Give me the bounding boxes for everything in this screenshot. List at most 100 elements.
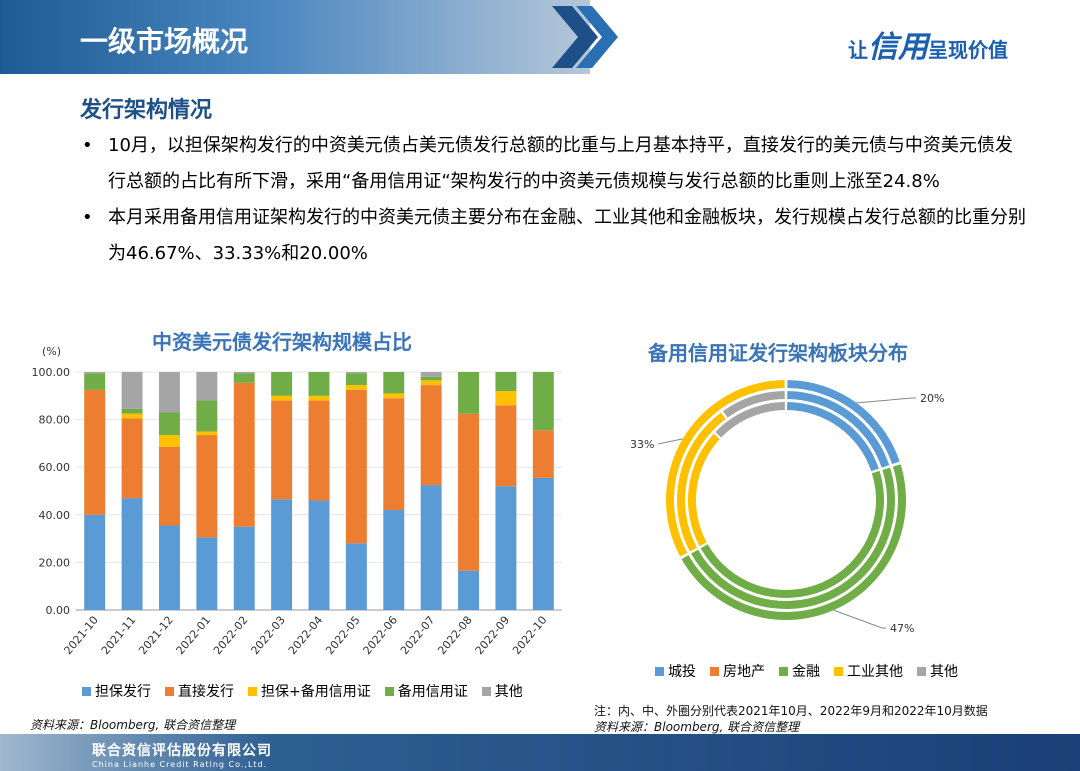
leader-line bbox=[657, 438, 683, 445]
slogan-suffix: 呈现价值 bbox=[928, 38, 1008, 62]
donut-segment bbox=[787, 402, 879, 472]
bar-segment bbox=[420, 385, 442, 486]
bar-segment bbox=[121, 413, 143, 419]
donut-segment bbox=[677, 412, 726, 552]
bar-segment bbox=[84, 372, 106, 374]
bar-segment bbox=[345, 385, 367, 390]
x-tick-label: 2021-12 bbox=[136, 614, 176, 658]
bar-segment bbox=[233, 372, 255, 374]
bar-segment bbox=[308, 372, 330, 396]
bar-segment bbox=[308, 400, 330, 501]
bar-segment bbox=[271, 395, 293, 401]
bar-segment bbox=[532, 430, 554, 478]
slice-percent-label: 20% bbox=[920, 392, 944, 405]
x-tick-label: 2022-04 bbox=[286, 614, 326, 658]
donut-segment bbox=[715, 402, 785, 438]
bar-segment bbox=[271, 400, 293, 500]
page-title: 一级市场概况 bbox=[80, 25, 249, 58]
bar-segment bbox=[345, 543, 367, 610]
bar-segment bbox=[383, 398, 405, 511]
bar-segment bbox=[196, 400, 218, 432]
y-tick-label: 100.00 bbox=[32, 366, 71, 379]
company-logo: 联合资信评估股份有限公司 China Lianhe Credit Rating … bbox=[92, 740, 272, 769]
donut-segment bbox=[688, 433, 720, 547]
company-name-en: China Lianhe Credit Rating Co.,Ltd. bbox=[92, 760, 268, 769]
x-tick-label: 2022-03 bbox=[248, 614, 288, 658]
legend-item: 直接发行 bbox=[165, 681, 234, 701]
slice-percent-label: 47% bbox=[890, 622, 914, 635]
y-tick-label: 0.00 bbox=[46, 604, 71, 617]
bar-segment bbox=[495, 405, 517, 487]
header-bar bbox=[0, 0, 590, 74]
legend-label: 其他 bbox=[930, 664, 958, 680]
bar-segment bbox=[458, 413, 480, 571]
bullet-item: 10月，以担保架构发行的中资美元债占美元债发行总额的比重与上月基本持平，直接发行… bbox=[80, 128, 1030, 200]
legend-label: 金融 bbox=[792, 664, 820, 680]
slogan: 让信用呈现价值 bbox=[848, 22, 1008, 66]
bar-segment bbox=[158, 435, 180, 447]
leader-line bbox=[833, 609, 886, 629]
y-tick-label: 40.00 bbox=[39, 509, 71, 522]
bar-segment bbox=[345, 372, 367, 374]
footer-bar bbox=[0, 734, 1080, 771]
bar-segment bbox=[308, 500, 330, 610]
bar-segment bbox=[383, 510, 405, 610]
x-tick-label: 2022-01 bbox=[174, 614, 214, 658]
legend-label: 担保发行 bbox=[95, 684, 151, 700]
bar-segment bbox=[84, 514, 106, 610]
legend-label: 房地产 bbox=[723, 664, 765, 680]
section-title: 发行架构情况 bbox=[80, 98, 213, 123]
bar-segment bbox=[158, 525, 180, 610]
bar-segment bbox=[532, 372, 554, 431]
bar-segment bbox=[495, 486, 517, 610]
y-tick-label: 20.00 bbox=[39, 556, 71, 569]
bar-segment bbox=[196, 431, 218, 436]
legend-item: 房地产 bbox=[710, 661, 765, 681]
x-tick-label: 2021-11 bbox=[99, 614, 139, 658]
legend-item: 城投 bbox=[655, 661, 696, 681]
bar-segment bbox=[233, 526, 255, 610]
x-tick-label: 2022-05 bbox=[323, 614, 363, 658]
slogan-emphasis: 信用 bbox=[868, 30, 928, 65]
bullet-item: 本月采用备用信用证架构发行的中资美元债主要分布在金融、工业其他和金融板块，发行规… bbox=[80, 200, 1030, 272]
bar-segment bbox=[196, 537, 218, 610]
x-tick-label: 2022-06 bbox=[361, 614, 401, 658]
donut-legend: 城投 房地产 金融 工业其他 其他 bbox=[655, 661, 958, 681]
bar-segment bbox=[458, 372, 480, 414]
source-note-left: 资料来源：Bloomberg, 联合资信整理 bbox=[30, 718, 236, 732]
legend-label: 直接发行 bbox=[178, 684, 234, 700]
donut-segment bbox=[722, 391, 785, 418]
stacked-bar-chart: (%) 0.00 20.00 40.00 60.00 80.00 100.00 2021-10… bbox=[32, 345, 562, 658]
y-axis-label: (%) bbox=[42, 345, 61, 358]
source-note-right: 资料来源：Bloomberg, 联合资信整理 bbox=[594, 720, 800, 734]
legend-label: 城投 bbox=[668, 664, 696, 680]
legend-item: 其他 bbox=[917, 661, 958, 681]
legend-label: 备用信用证 bbox=[397, 684, 468, 700]
x-tick-label: 2022-10 bbox=[510, 614, 550, 658]
chart-note: 注：内、中、外圈分别代表2021年10月、2022年9月和2022年10月数据 bbox=[594, 704, 988, 718]
bar-segment bbox=[158, 446, 180, 526]
bar-segment bbox=[420, 485, 442, 610]
y-tick-label: 80.00 bbox=[39, 414, 71, 427]
legend-item: 金融 bbox=[779, 661, 820, 681]
legend-item: 担保发行 bbox=[82, 681, 151, 701]
bar-segment bbox=[345, 389, 367, 544]
legend-label: 其他 bbox=[494, 684, 523, 700]
bar-segment bbox=[196, 372, 218, 401]
bar-chart-title: 中资美元债发行架构规模占比 bbox=[152, 330, 412, 354]
legend-label: 工业其他 bbox=[847, 664, 903, 680]
donut-segment bbox=[666, 380, 785, 557]
bar-segment bbox=[158, 412, 180, 436]
legend-item: 担保+备用信用证 bbox=[248, 681, 371, 701]
bar-segment bbox=[383, 372, 405, 394]
x-tick-label: 2022-02 bbox=[211, 614, 251, 658]
bar-segment bbox=[383, 393, 405, 399]
slogan-prefix: 让 bbox=[848, 38, 868, 62]
bar-segment bbox=[84, 389, 106, 515]
legend-item: 备用信用证 bbox=[384, 681, 468, 701]
bar-segment bbox=[495, 372, 517, 392]
bar-segment bbox=[158, 372, 180, 413]
bar-segment bbox=[271, 499, 293, 610]
legend-label: 担保+备用信用证 bbox=[261, 684, 371, 700]
bar-segment bbox=[420, 376, 442, 381]
